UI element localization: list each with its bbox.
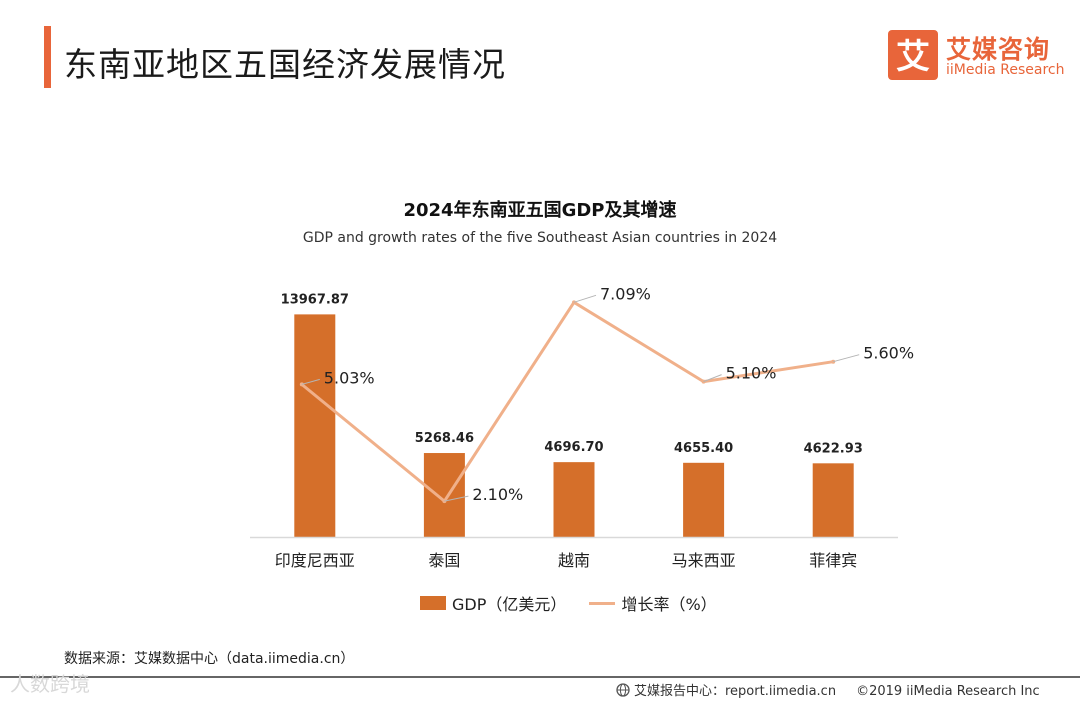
bar-gdp-0 xyxy=(294,314,336,537)
bar-gdp-1 xyxy=(423,453,465,537)
globe-icon xyxy=(616,683,630,697)
x-tick-label: 泰国 xyxy=(428,551,460,570)
chart-title: 2024年东南亚五国GDP及其增速 xyxy=(403,200,677,221)
logo-name-en: iiMedia Research xyxy=(946,62,1065,78)
growth-leader-line xyxy=(301,378,320,385)
x-tick-label: 越南 xyxy=(558,551,590,570)
watermark-text: 人数跨境 xyxy=(10,672,90,696)
legend-label-growth: 增长率（%） xyxy=(621,595,717,614)
growth-value-label: 5.03% xyxy=(324,368,375,387)
footer-info: 艾媒报告中心：report.iimedia.cn ©2019 iiMedia Re… xyxy=(616,680,1040,699)
growth-value-label: 5.10% xyxy=(726,364,777,383)
page-title: 东南亚地区五国经济发展情况 xyxy=(64,45,506,84)
legend-label-gdp: GDP（亿美元） xyxy=(452,595,567,614)
x-tick-label: 菲律宾 xyxy=(809,551,857,570)
bar-value-label: 4622.93 xyxy=(804,441,863,456)
logo-name-cn: 艾媒咨询 xyxy=(946,35,1051,64)
bar-gdp-3 xyxy=(683,462,725,537)
bar-value-label: 4655.40 xyxy=(674,441,733,456)
bar-gdp-2 xyxy=(553,462,595,537)
legend-item-growth: 增长率（%） xyxy=(589,591,717,615)
growth-leader-line xyxy=(703,374,722,383)
title-accent-bar xyxy=(44,26,51,88)
footer-divider xyxy=(0,676,1080,678)
growth-value-label: 7.09% xyxy=(600,284,651,303)
chart-subtitle: GDP and growth rates of the five Southea… xyxy=(302,230,778,246)
bar-value-label: 4696.70 xyxy=(544,440,603,455)
bar-value-label: 13967.87 xyxy=(281,292,349,307)
legend-line-swatch xyxy=(589,601,616,605)
growth-leader-line xyxy=(573,294,597,303)
bar-gdp-4 xyxy=(812,463,854,537)
legend-item-gdp: GDP（亿美元） xyxy=(420,591,566,615)
bar-value-label: 5268.46 xyxy=(415,431,474,446)
data-source-note: 数据来源：艾媒数据中心（data.iimedia.cn） xyxy=(64,651,355,667)
iimedia-logo: 艾 艾媒咨询 iiMedia Research xyxy=(888,30,1068,82)
x-tick-label: 马来西亚 xyxy=(672,551,736,570)
legend-bar-swatch xyxy=(420,596,446,610)
growth-value-label: 2.10% xyxy=(472,485,523,504)
logo-mark-icon: 艾 xyxy=(888,30,938,80)
growth-value-label: 5.60% xyxy=(863,344,914,363)
copyright-text: ©2019 iiMedia Research Inc xyxy=(856,684,1040,699)
growth-leader-line xyxy=(444,495,469,502)
report-site-link[interactable]: 艾媒报告中心：report.iimedia.cn xyxy=(634,684,837,699)
growth-leader-line xyxy=(833,354,860,363)
logo-mark-text: 艾 xyxy=(896,37,930,77)
x-tick-label: 印度尼西亚 xyxy=(275,551,355,570)
chart-legend: GDP（亿美元） 增长率（%） xyxy=(420,591,735,615)
